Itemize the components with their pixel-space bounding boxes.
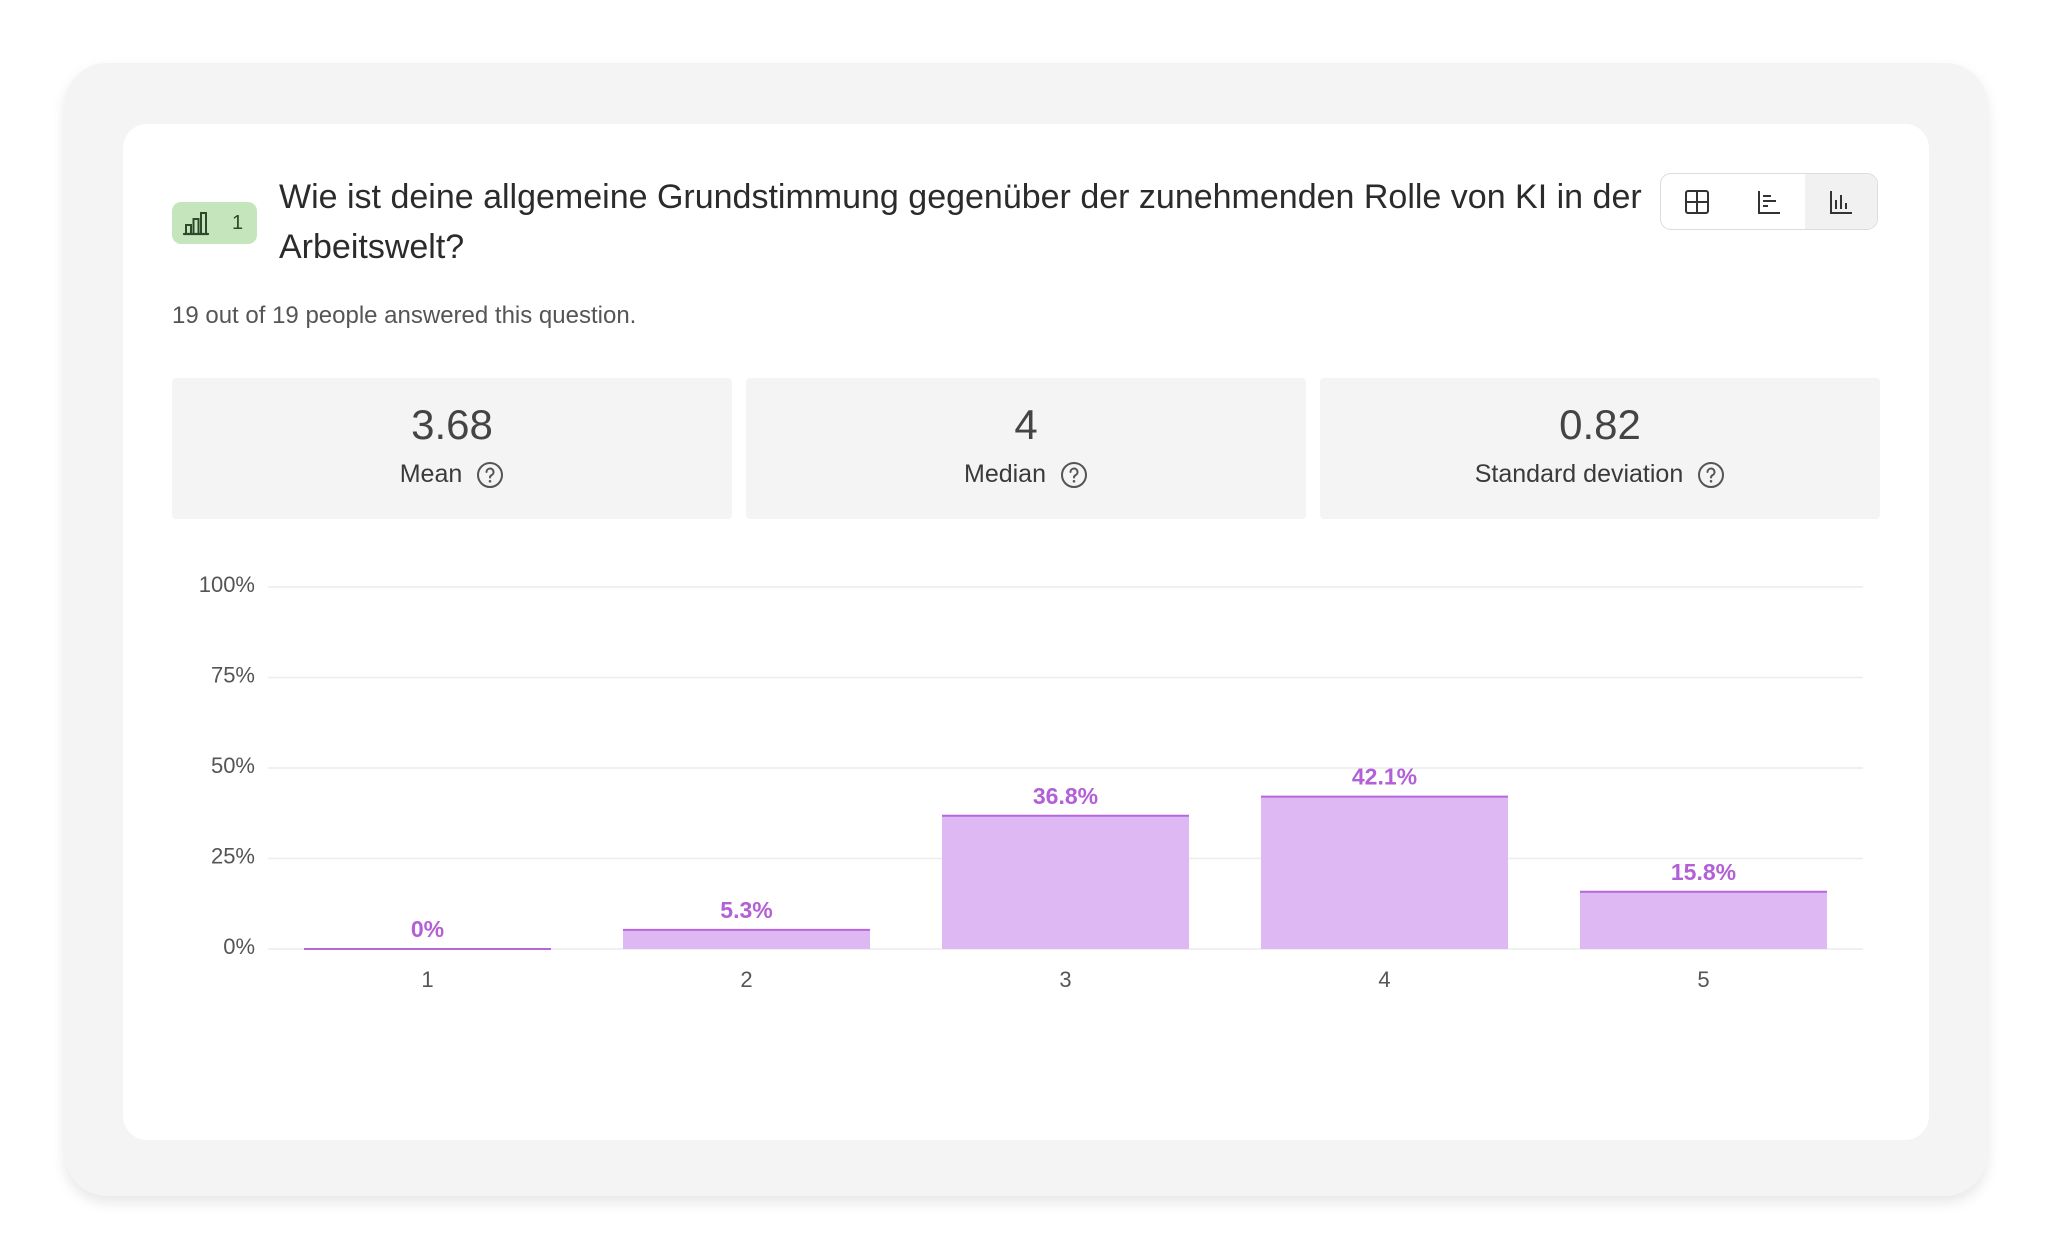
x-tick-label: 1 [421,967,433,992]
data-label: 36.8% [1033,783,1098,809]
vertical-bars-view-button[interactable] [1805,174,1877,229]
stat-standard-deviation: 0.82 Standard deviation [1320,378,1880,519]
y-tick-label: 0% [223,934,255,959]
answered-count: 19 out of 19 people answered this questi… [172,302,637,329]
question-badge: 1 [172,202,257,244]
data-label: 0% [411,916,444,942]
bar[interactable] [1261,796,1508,949]
std-value: 0.82 [1559,401,1641,448]
bar[interactable] [942,815,1189,949]
std-label: Standard deviation [1474,460,1684,488]
vertical-bars-icon [1830,190,1852,214]
mean-label: Mean [399,460,463,488]
table-icon [1685,189,1709,214]
x-tick-label: 3 [1059,967,1071,992]
panel-frame: 1 Wie ist deine allgemeine Grundstimmung… [65,63,1987,1196]
table-view-button[interactable] [1661,174,1733,229]
rating-bars-icon [182,212,210,236]
bar[interactable] [1580,891,1827,949]
data-label: 42.1% [1352,764,1417,790]
y-tick-label: 75% [211,662,255,687]
view-switch [1660,173,1878,230]
mean-value: 3.68 [411,401,493,448]
stat-mean: 3.68 Mean [172,378,732,519]
data-label: 5.3% [720,897,772,923]
help-icon[interactable] [476,461,504,489]
median-value: 4 [1014,401,1038,448]
help-icon[interactable] [1060,461,1088,489]
horizontal-bars-view-button[interactable] [1733,174,1805,229]
y-tick-label: 25% [211,843,255,868]
x-tick-label: 2 [740,967,752,992]
y-tick-label: 100% [199,572,255,597]
median-label: Median [964,460,1046,488]
bar-chart: 0% 25% 50% 75% 100% 0% 1 5.3% 2 36.8% 3 42.1% 4 15.8%… [199,572,1863,992]
y-tick-label: 50% [211,753,255,778]
question-card: 1 Wie ist deine allgemeine Grundstimmung… [123,124,1929,1140]
stat-median: 4 Median [746,378,1306,519]
data-label: 15.8% [1671,859,1736,885]
x-tick-label: 4 [1378,967,1390,992]
help-icon[interactable] [1697,461,1725,489]
question-title: Wie ist deine allgemeine Grundstimmung g… [279,178,1642,266]
question-number: 1 [232,212,244,234]
horizontal-bars-icon [1758,190,1780,214]
x-tick-label: 5 [1697,967,1709,992]
bar[interactable] [623,929,870,949]
